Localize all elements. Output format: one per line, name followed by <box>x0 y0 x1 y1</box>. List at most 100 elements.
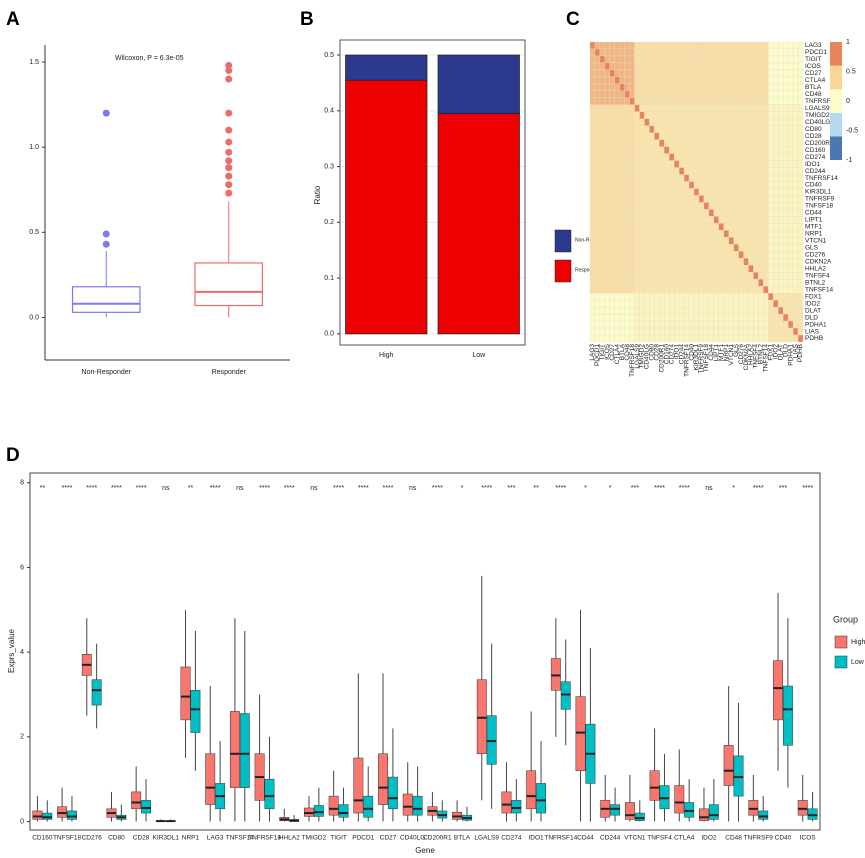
heat-cell <box>733 244 739 252</box>
heat-cell <box>609 327 615 336</box>
col-label: DLAT <box>777 344 784 360</box>
heat-cell <box>693 83 700 91</box>
heat-cell <box>609 279 615 287</box>
heat-cell <box>778 160 784 168</box>
heat-cell <box>589 279 596 287</box>
heat-cell <box>659 181 665 189</box>
heat-cell <box>783 251 789 259</box>
heat-cell <box>599 195 606 203</box>
heat-cell <box>634 188 640 196</box>
heat-cell <box>679 279 685 287</box>
heat-cell <box>688 293 695 301</box>
heat-cell <box>604 41 610 50</box>
col-label: TNFSF14 <box>763 344 770 373</box>
heat-cell <box>783 216 789 224</box>
colorbar-segment <box>830 112 842 137</box>
heat-cell <box>787 62 794 71</box>
heat-cell <box>644 334 650 343</box>
heat-cell <box>624 202 630 210</box>
heat-cell <box>773 286 779 294</box>
heat-cell <box>619 76 625 85</box>
heat-cell <box>718 174 724 182</box>
heat-cell <box>634 320 640 329</box>
heat-cell <box>589 132 596 140</box>
heat-cell <box>669 195 675 203</box>
heat-cell <box>688 320 695 329</box>
heat-cell <box>589 69 596 78</box>
heat-cell <box>773 146 779 154</box>
heat-cell <box>683 334 690 343</box>
heat-cell <box>674 265 680 273</box>
heat-cell <box>649 125 655 133</box>
row-label: IDO1 <box>805 161 821 168</box>
row-label: CD27 <box>805 70 822 77</box>
col-label: CD44 <box>708 344 715 361</box>
heat-cell <box>797 230 804 238</box>
outlier <box>225 189 233 197</box>
heat-cell <box>614 272 620 280</box>
heat-cell <box>763 48 769 57</box>
row-label: TNFSF4 <box>805 272 830 279</box>
heat-cell <box>763 167 769 175</box>
heat-cell <box>797 97 804 105</box>
heat-cell <box>787 195 794 203</box>
heat-cell <box>718 111 724 119</box>
heat-cell <box>649 146 655 154</box>
heat-cell <box>649 195 655 203</box>
heat-cell <box>728 146 734 154</box>
heat-cell <box>708 209 714 217</box>
heat-cell <box>763 272 769 280</box>
heat-cell <box>753 97 759 105</box>
heat-cell <box>703 55 710 64</box>
heat-cell <box>763 230 769 238</box>
heat-cell <box>619 48 625 57</box>
heat-cell <box>589 153 596 161</box>
heat-cell <box>787 306 794 315</box>
heat-cell <box>723 76 729 85</box>
heat-cell <box>768 188 774 196</box>
heat-cell <box>758 167 764 175</box>
heat-cell <box>748 167 754 175</box>
heat-cell <box>738 327 744 336</box>
heat-cell <box>604 251 610 259</box>
heat-cell <box>609 223 615 231</box>
heat-cell <box>778 146 784 154</box>
heat-cell <box>783 174 789 182</box>
heat-cell <box>644 97 650 105</box>
heat-cell <box>783 125 789 133</box>
box <box>511 800 522 814</box>
heat-cell <box>644 320 650 329</box>
heat-cell <box>683 83 690 91</box>
heat-cell <box>614 327 620 336</box>
heat-cell <box>733 174 739 182</box>
heat-cell <box>669 118 675 126</box>
heat-cell <box>688 223 695 231</box>
heat-cell <box>773 251 779 259</box>
heat-cell <box>723 132 729 140</box>
heat-cell <box>674 195 680 203</box>
heat-cell <box>609 83 615 91</box>
heat-cell <box>718 76 724 85</box>
heat-cell <box>659 237 665 245</box>
x-tick-label: LGALS9 <box>474 835 499 842</box>
heat-cell <box>679 55 685 64</box>
heat-cell <box>728 104 734 112</box>
heat-cell <box>619 306 625 315</box>
heat-cell <box>773 83 779 91</box>
heat-cell <box>778 97 784 105</box>
heat-cell <box>763 258 769 266</box>
heat-cell <box>669 76 675 85</box>
heat-cell <box>604 286 610 294</box>
heat-cell <box>654 76 660 85</box>
heat-cell <box>783 167 789 175</box>
heat-cell <box>733 223 739 231</box>
outlier <box>102 230 110 238</box>
heat-cell <box>654 104 660 112</box>
heat-cell <box>708 104 714 112</box>
heat-cell <box>654 265 660 273</box>
heat-cell <box>599 334 606 343</box>
heat-cell <box>644 195 650 203</box>
heat-cell <box>624 160 630 168</box>
heat-cell <box>659 69 665 78</box>
heat-cell <box>792 286 799 294</box>
